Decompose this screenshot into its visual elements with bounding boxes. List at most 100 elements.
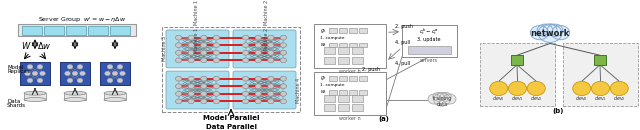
FancyBboxPatch shape [166, 71, 229, 109]
Text: $W$: $W$ [20, 40, 31, 51]
Circle shape [201, 50, 207, 55]
Circle shape [72, 71, 78, 76]
Circle shape [175, 35, 182, 40]
Circle shape [108, 65, 113, 69]
Text: Machine 1: Machine 1 [193, 0, 198, 25]
Circle shape [201, 35, 207, 40]
Circle shape [268, 99, 274, 104]
Text: $dev_1$: $dev_1$ [511, 94, 524, 103]
Circle shape [188, 84, 194, 89]
Circle shape [437, 93, 447, 100]
Text: Data Parallel: Data Parallel [205, 124, 257, 130]
Bar [24, 93, 46, 99]
Circle shape [201, 58, 207, 63]
Circle shape [591, 81, 609, 96]
Ellipse shape [104, 91, 126, 95]
Circle shape [255, 50, 261, 55]
Circle shape [175, 99, 182, 104]
Circle shape [201, 84, 207, 89]
Circle shape [175, 84, 182, 89]
Circle shape [188, 50, 194, 55]
Ellipse shape [24, 98, 46, 102]
Circle shape [201, 99, 207, 104]
Circle shape [255, 35, 261, 40]
Circle shape [255, 84, 261, 89]
Circle shape [280, 91, 287, 96]
Circle shape [268, 50, 274, 55]
Circle shape [175, 91, 182, 96]
Bar [349, 28, 357, 33]
Circle shape [280, 35, 287, 40]
Bar [594, 55, 606, 65]
Circle shape [25, 71, 30, 76]
Bar [314, 72, 386, 115]
Text: Machine 2: Machine 2 [264, 28, 269, 53]
Circle shape [268, 35, 274, 40]
Circle shape [188, 76, 194, 81]
Bar [324, 104, 335, 111]
Text: Machine 2: Machine 2 [264, 0, 269, 25]
Circle shape [255, 43, 261, 48]
Ellipse shape [64, 98, 86, 102]
Circle shape [268, 84, 274, 89]
Circle shape [213, 76, 220, 81]
Circle shape [243, 50, 248, 55]
Bar [338, 95, 349, 102]
Bar [349, 76, 357, 81]
Bar [20, 62, 50, 85]
Circle shape [243, 50, 248, 55]
Text: worker b: worker b [339, 69, 361, 74]
Circle shape [188, 91, 194, 96]
Circle shape [188, 58, 194, 63]
Text: Replicas: Replicas [7, 69, 29, 74]
Bar [359, 76, 367, 81]
Circle shape [213, 50, 220, 55]
Bar [162, 27, 300, 112]
Circle shape [433, 92, 444, 101]
Text: Machine 1: Machine 1 [193, 28, 198, 53]
Circle shape [105, 71, 110, 76]
Text: $g_t$: $g_t$ [320, 74, 326, 82]
Circle shape [255, 58, 261, 63]
Circle shape [213, 35, 220, 40]
Circle shape [268, 99, 274, 104]
Circle shape [243, 58, 248, 63]
Circle shape [280, 91, 287, 96]
Circle shape [543, 24, 557, 35]
Circle shape [201, 58, 207, 63]
Bar [352, 47, 363, 54]
Circle shape [213, 50, 220, 55]
Circle shape [280, 43, 287, 48]
Circle shape [280, 43, 287, 48]
Circle shape [268, 76, 274, 81]
Circle shape [255, 99, 261, 104]
Circle shape [552, 26, 570, 40]
Circle shape [213, 84, 220, 89]
Circle shape [243, 35, 248, 40]
Text: Machine 4: Machine 4 [296, 78, 301, 103]
Circle shape [255, 43, 261, 48]
Circle shape [243, 76, 248, 81]
Circle shape [213, 84, 220, 89]
Circle shape [37, 78, 43, 83]
Circle shape [611, 81, 628, 96]
Bar [60, 62, 90, 85]
Bar [18, 24, 136, 36]
Bar [359, 90, 367, 95]
Bar [563, 43, 638, 106]
Circle shape [268, 91, 274, 96]
Circle shape [188, 58, 194, 63]
Circle shape [280, 58, 287, 63]
Bar [324, 47, 335, 54]
Circle shape [440, 92, 451, 101]
Text: $c_t^b - c_t^a$: $c_t^b - c_t^a$ [419, 26, 438, 37]
Bar [22, 26, 42, 35]
Bar [329, 28, 337, 33]
Circle shape [280, 76, 287, 81]
Bar [352, 57, 363, 64]
Circle shape [201, 91, 207, 96]
Bar [314, 24, 386, 68]
Circle shape [27, 65, 33, 69]
Circle shape [188, 35, 194, 40]
Circle shape [243, 35, 248, 40]
